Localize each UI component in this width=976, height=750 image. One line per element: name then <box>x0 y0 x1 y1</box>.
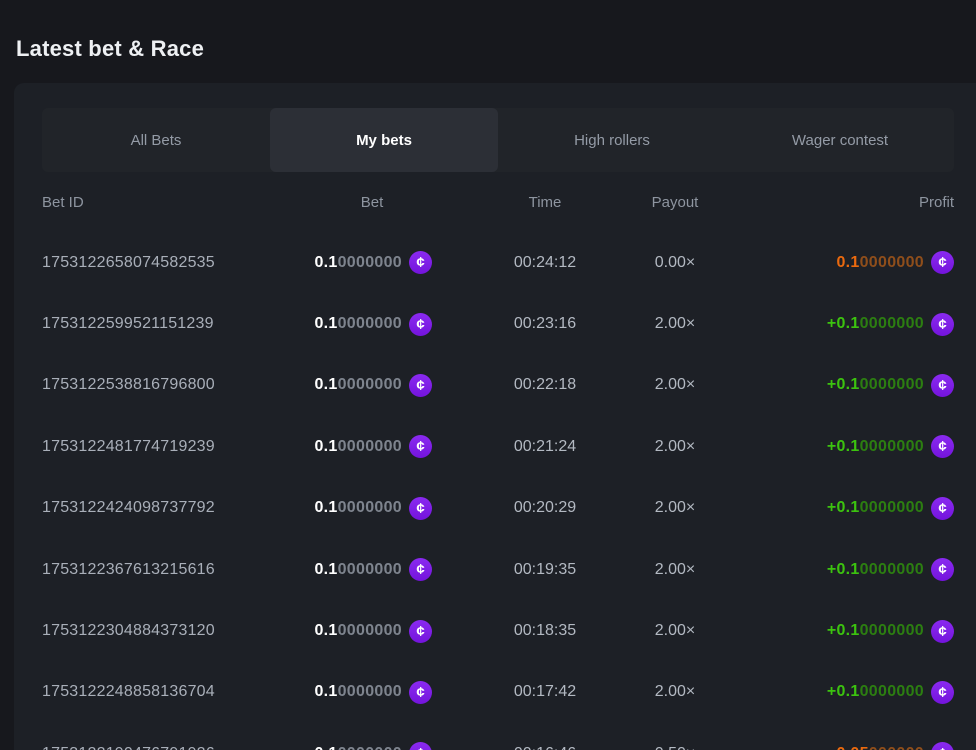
bet-time: 00:24:12 <box>452 254 638 272</box>
bet-amount: 0.10000000 ¢ <box>292 681 452 704</box>
bet-time: 00:19:35 <box>452 561 638 579</box>
table-header: Bet ID Bet Time Payout Profit <box>42 172 954 232</box>
bet-amount: 0.10000000 ¢ <box>292 435 452 458</box>
table-row[interactable]: 1753122481774719239 0.10000000 ¢ 00:21:2… <box>42 416 954 477</box>
bets-tabbar: All Bets My bets High rollers Wager cont… <box>42 108 954 172</box>
table-row[interactable]: 1753122304884373120 0.10000000 ¢ 00:18:3… <box>42 600 954 661</box>
bet-id: 1753122481774719239 <box>42 438 292 456</box>
col-header-bet: Bet <box>292 194 452 211</box>
table-row[interactable]: 1753122424098737792 0.10000000 ¢ 00:20:2… <box>42 478 954 539</box>
page-title: Latest bet & Race <box>16 36 204 62</box>
bet-amount: 0.10000000 ¢ <box>292 558 452 581</box>
col-header-profit: Profit <box>712 194 954 211</box>
bet-id: 1753122367613215616 <box>42 561 292 579</box>
bet-profit: +0.10000000 ¢ <box>712 558 954 581</box>
bet-payout: 2.00× <box>638 315 712 333</box>
col-header-bet-id: Bet ID <box>42 194 292 211</box>
bet-time: 00:17:42 <box>452 683 638 701</box>
bet-time: 00:21:24 <box>452 438 638 456</box>
bet-time: 00:18:35 <box>452 622 638 640</box>
coin-icon: ¢ <box>409 742 432 750</box>
table-row[interactable]: 1753122248858136704 0.10000000 ¢ 00:17:4… <box>42 662 954 723</box>
coin-icon: ¢ <box>409 251 432 274</box>
bet-id: 1753122599521151239 <box>42 315 292 333</box>
bet-id: 1753122248858136704 <box>42 683 292 701</box>
bet-id: 1753122658074582535 <box>42 254 292 272</box>
tab-my-bets[interactable]: My bets <box>270 108 498 172</box>
bet-payout: 0.50× <box>638 745 712 750</box>
tab-all-bets[interactable]: All Bets <box>42 108 270 172</box>
bet-profit: +0.10000000 ¢ <box>712 374 954 397</box>
bet-payout: 2.00× <box>638 376 712 394</box>
bet-time: 00:23:16 <box>452 315 638 333</box>
coin-icon: ¢ <box>931 497 954 520</box>
bet-profit: +0.10000000 ¢ <box>712 620 954 643</box>
coin-icon: ¢ <box>409 620 432 643</box>
bets-table-body: 1753122658074582535 0.10000000 ¢ 00:24:1… <box>42 232 954 750</box>
latest-bets-panel: All Bets My bets High rollers Wager cont… <box>14 83 976 750</box>
bet-amount: 0.10000000 ¢ <box>292 374 452 397</box>
coin-icon: ¢ <box>931 620 954 643</box>
bet-payout: 2.00× <box>638 438 712 456</box>
bet-time: 00:22:18 <box>452 376 638 394</box>
coin-icon: ¢ <box>409 435 432 458</box>
bet-profit: 0.05000000 ¢ <box>712 742 954 750</box>
bet-time: 00:16:46 <box>452 745 638 750</box>
bet-id: 1753122304884373120 <box>42 622 292 640</box>
bet-amount: 0.10000000 ¢ <box>292 620 452 643</box>
table-row[interactable]: 1753122367613215616 0.10000000 ¢ 00:19:3… <box>42 539 954 600</box>
col-header-payout: Payout <box>638 194 712 211</box>
table-row[interactable]: 1753122599521151239 0.10000000 ¢ 00:23:1… <box>42 293 954 354</box>
bet-payout: 2.00× <box>638 683 712 701</box>
bet-id: 1753122190476791926 <box>42 745 292 750</box>
tab-wager-contest[interactable]: Wager contest <box>726 108 954 172</box>
bet-time: 00:20:29 <box>452 499 638 517</box>
coin-icon: ¢ <box>931 742 954 750</box>
coin-icon: ¢ <box>931 558 954 581</box>
bet-amount: 0.10000000 ¢ <box>292 497 452 520</box>
coin-icon: ¢ <box>931 374 954 397</box>
coin-icon: ¢ <box>931 313 954 336</box>
col-header-time: Time <box>452 194 638 211</box>
bet-payout: 2.00× <box>638 499 712 517</box>
coin-icon: ¢ <box>409 313 432 336</box>
bet-amount: 0.10000000 ¢ <box>292 742 452 750</box>
table-row[interactable]: 1753122538816796800 0.10000000 ¢ 00:22:1… <box>42 355 954 416</box>
table-row[interactable]: 1753122658074582535 0.10000000 ¢ 00:24:1… <box>42 232 954 293</box>
bet-profit: +0.10000000 ¢ <box>712 435 954 458</box>
bet-profit: 0.10000000 ¢ <box>712 251 954 274</box>
bet-payout: 2.00× <box>638 561 712 579</box>
bet-profit: +0.10000000 ¢ <box>712 681 954 704</box>
coin-icon: ¢ <box>409 681 432 704</box>
coin-icon: ¢ <box>409 558 432 581</box>
bet-payout: 0.00× <box>638 254 712 272</box>
tab-high-rollers[interactable]: High rollers <box>498 108 726 172</box>
table-row[interactable]: 1753122190476791926 0.10000000 ¢ 00:16:4… <box>42 723 954 750</box>
coin-icon: ¢ <box>409 374 432 397</box>
bet-profit: +0.10000000 ¢ <box>712 313 954 336</box>
bet-profit: +0.10000000 ¢ <box>712 497 954 520</box>
bet-payout: 2.00× <box>638 622 712 640</box>
coin-icon: ¢ <box>931 435 954 458</box>
bet-amount: 0.10000000 ¢ <box>292 313 452 336</box>
bet-amount: 0.10000000 ¢ <box>292 251 452 274</box>
coin-icon: ¢ <box>409 497 432 520</box>
bet-id: 1753122538816796800 <box>42 376 292 394</box>
coin-icon: ¢ <box>931 681 954 704</box>
bet-id: 1753122424098737792 <box>42 499 292 517</box>
coin-icon: ¢ <box>931 251 954 274</box>
